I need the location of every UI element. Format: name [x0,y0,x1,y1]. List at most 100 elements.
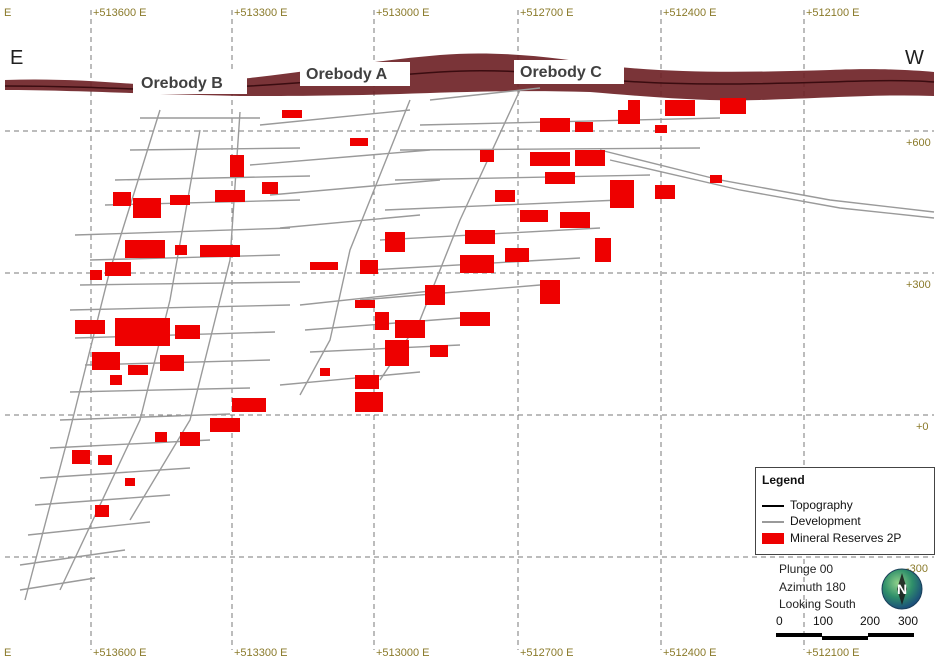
development-drift [429,87,541,101]
looking-direction-text: Looking South [779,597,856,611]
topography-swatch [762,505,784,507]
easting-tick-label: +513600 E [93,647,147,659]
reserve-block [505,248,529,262]
reserve-block [113,192,131,206]
easting-tick-label: +513600 E [93,7,147,19]
easting-tick-label: +513300 E [234,7,288,19]
development-drift [259,109,411,126]
reserve-block [110,375,122,385]
reserve-block [175,245,187,255]
development-ramp [129,111,241,521]
reserve-block [200,245,240,257]
reserve-block [520,210,548,222]
easting-tick-label: +513000 E [376,647,430,659]
development-drift [69,304,291,311]
mineral-reserves-swatch [762,533,784,544]
reserve-block [480,150,494,162]
reserve-block [230,155,244,177]
development-drift [399,147,701,151]
easting-tick-label: +513000 E [376,7,430,19]
elevation-tick-label: +300 [906,279,931,291]
development-decline [609,159,935,219]
reserve-block [375,312,389,330]
reserve-block [385,232,405,252]
reserve-block [665,100,695,116]
orebody-label-b: Orebody B [141,75,223,92]
easting-tick-label: +513300 E [234,647,288,659]
development-drift [69,387,251,393]
development-decline [599,149,935,213]
development-drift [249,149,431,166]
reserve-block [618,110,640,124]
reserve-block [465,230,495,244]
reserve-block [72,450,90,464]
reserve-block [215,190,245,202]
reserve-block [98,455,112,465]
reserve-block [560,212,590,228]
orebody-label-bg [300,62,410,86]
development-drifts [19,87,935,601]
reserve-block [310,262,338,270]
reserve-block [262,182,278,194]
reserve-block [655,185,675,199]
easting-tick-label: +512700 E [520,7,574,19]
development-drift [394,174,651,181]
reserve-block [133,198,161,218]
development-drift [79,281,301,286]
reserve-block [575,122,593,132]
orebody-label-c: Orebody C [520,64,602,81]
reserve-block [628,100,640,110]
easting-tick-label: +512400 E [663,647,717,659]
compass-north-label: N [897,581,907,597]
corner-tick-label: E [4,7,11,19]
reserve-block [125,240,165,258]
reserve-block [720,98,746,114]
reserve-block [355,300,375,308]
development-drift [59,413,231,421]
legend-title: Legend [762,473,805,487]
development-ramp [24,109,161,601]
development-drift [279,371,421,386]
reserve-block [360,260,378,274]
orebody-labels: Orebody B Orebody A Orebody C [133,60,624,94]
development-drift [114,175,311,181]
easting-ticks-top: E +513600 E +513300 E +513000 E +512700 … [4,7,860,19]
easting-tick-label: +512700 E [520,647,574,659]
direction-label-east: E [10,47,23,69]
reserve-block [210,418,240,432]
scale-label-300: 300 [898,614,919,628]
reserve-block [610,180,634,208]
reserve-block [355,392,383,412]
reserve-block [355,375,379,389]
scale-segment [776,633,822,637]
reserve-block [540,280,560,304]
reserve-block [282,110,302,118]
reserve-block [155,432,167,442]
development-drift [89,254,281,261]
corner-tick-label: E [4,647,11,659]
scale-label-100: 100 [813,614,834,628]
easting-tick-label: +512100 E [806,647,860,659]
reserve-block [395,320,425,338]
reserve-block [160,355,184,371]
reserve-block [90,270,102,280]
reserve-block [232,398,266,412]
reserve-block [125,478,135,486]
orebody-label-a: Orebody A [306,66,388,83]
scale-label-200: 200 [860,614,881,628]
reserve-block [545,172,575,184]
grid [5,10,934,650]
scale-label-0: 0 [776,614,783,628]
legend-item-label: Development [790,514,861,528]
reserve-block [425,285,445,305]
north-arrow [897,573,907,605]
development-ramp [299,99,411,396]
development-drift [359,284,541,301]
reserve-block [655,125,667,133]
scale-bar [776,633,914,640]
reserve-block [575,150,605,166]
development-drift [19,549,126,566]
plunge-text: Plunge 00 [779,562,834,576]
reserve-block [495,190,515,202]
